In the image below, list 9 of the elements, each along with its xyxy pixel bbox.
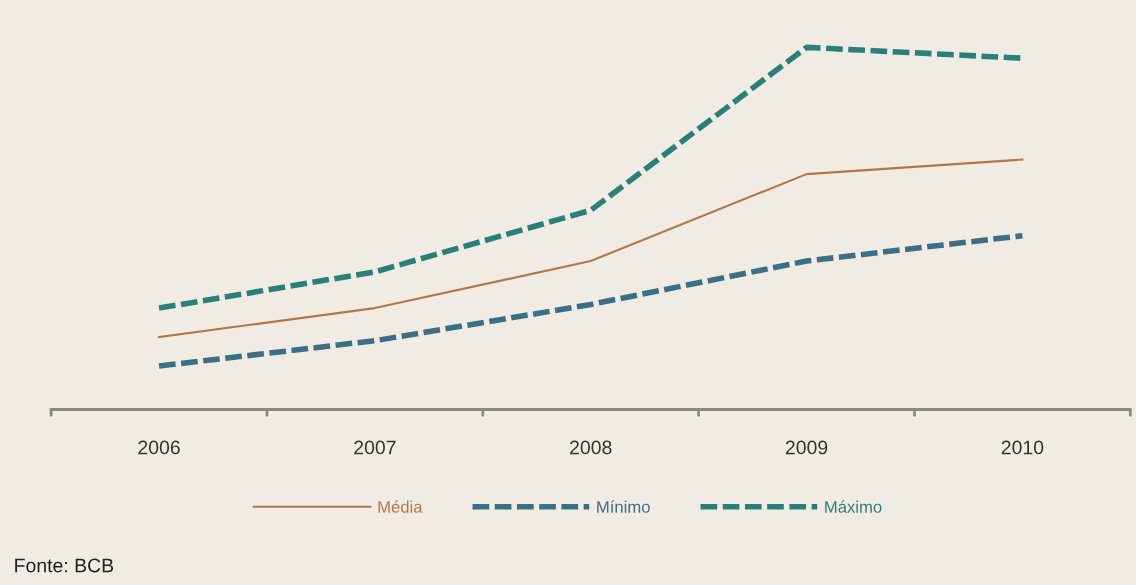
text: Mínimo: [597, 500, 650, 513]
source-note: Fonte: BCB: [15, 558, 114, 573]
x-tick-label: 2010: [1001, 440, 1044, 455]
x-tick-label: 2008: [570, 440, 612, 455]
x-tick-label: 2006: [138, 440, 180, 455]
x-tick-label: 2007: [354, 440, 396, 455]
x-tick-label: 2009: [785, 440, 828, 455]
text: Máximo: [825, 500, 882, 513]
text: Média: [378, 500, 423, 513]
